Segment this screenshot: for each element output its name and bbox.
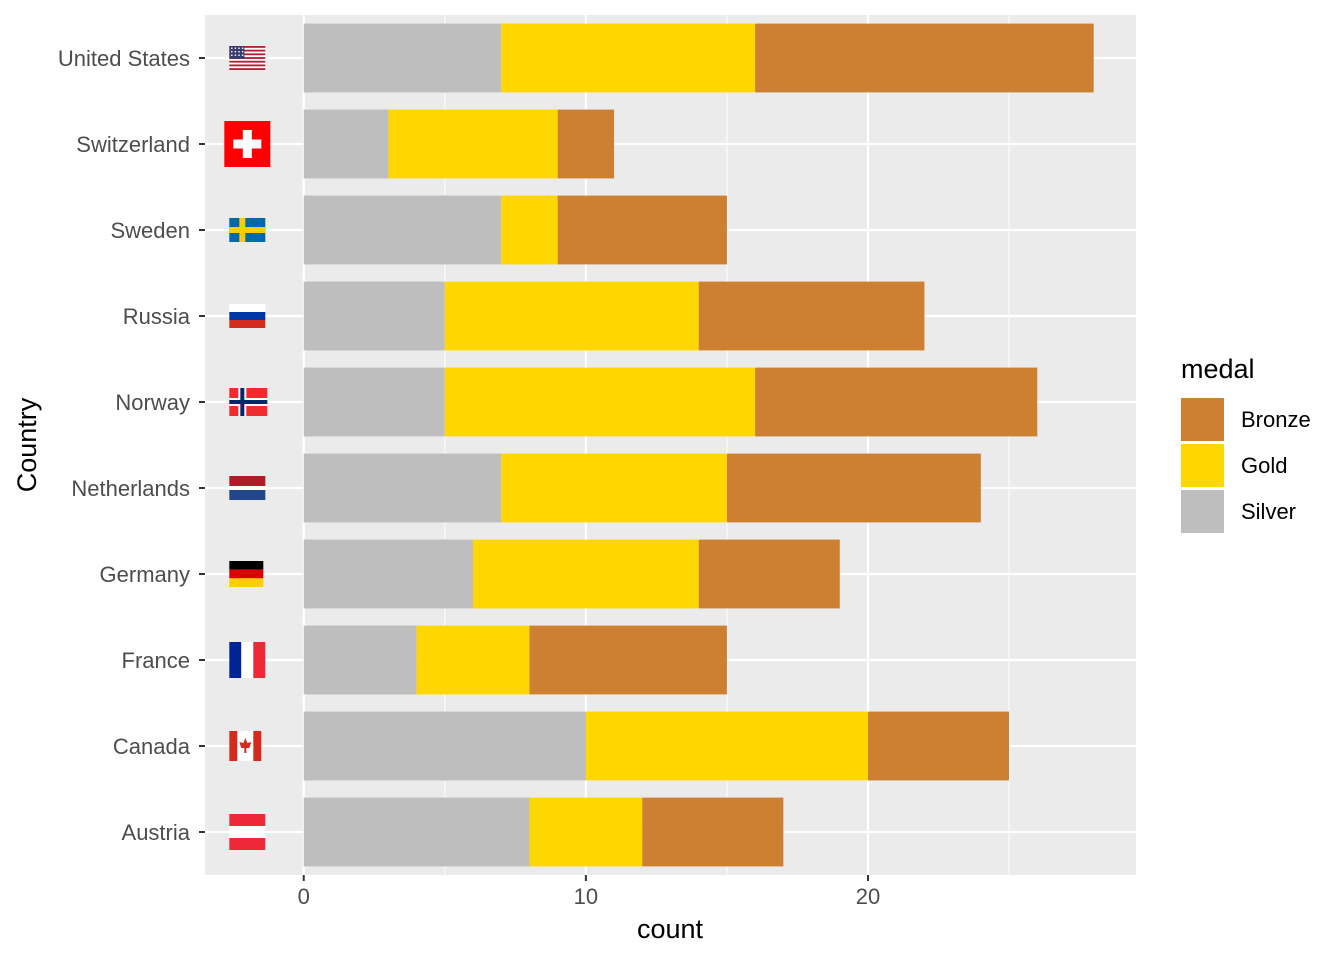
bar-bronze: [867, 711, 1010, 781]
canada-flag-icon: [229, 731, 262, 761]
flags: [224, 46, 271, 850]
legend-entries: Bronze Gold Silver: [1181, 398, 1311, 533]
bar-gold: [444, 367, 756, 437]
bar-silver: [303, 453, 502, 523]
bar-bronze: [642, 797, 784, 867]
legend-key-bronze: [1181, 398, 1224, 441]
austria-flag-icon: [229, 814, 266, 850]
legend: medal Bronze Gold Silver: [1181, 354, 1311, 533]
bar-bronze: [755, 23, 1094, 93]
y-tick-label: Norway: [115, 390, 190, 415]
legend-key-gold: [1181, 444, 1224, 487]
x-tick-label: 10: [574, 884, 598, 909]
bar-silver: [303, 23, 502, 93]
y-tick-label: Germany: [100, 562, 190, 587]
bar-silver: [303, 195, 502, 265]
y-tick-label: Sweden: [110, 218, 190, 243]
bar-silver: [303, 625, 417, 695]
bar-bronze: [726, 453, 981, 523]
bar-gold: [416, 625, 530, 695]
y-axis-title: Country: [12, 397, 42, 492]
bar-silver: [303, 281, 445, 351]
russia-flag-icon: [229, 304, 266, 328]
bar-gold: [501, 453, 727, 523]
bar-silver: [303, 367, 445, 437]
bar-gold: [585, 711, 868, 781]
legend-key-silver: [1181, 490, 1224, 533]
bars: [303, 23, 1094, 867]
y-tick-label: United States: [58, 46, 190, 71]
y-tick-label: France: [122, 648, 190, 673]
x-axis-title: count: [637, 914, 704, 944]
bar-bronze: [698, 539, 840, 609]
us-flag-icon: [229, 46, 266, 70]
x-tick-label: 20: [856, 884, 880, 909]
legend-label: Bronze: [1241, 407, 1311, 432]
bar-silver: [303, 539, 474, 609]
bar-bronze: [698, 281, 925, 351]
y-tick-label: Russia: [123, 304, 191, 329]
bar-gold: [444, 281, 699, 351]
bar-gold: [501, 23, 756, 93]
norway-flag-icon: [229, 388, 268, 416]
y-tick-label: Austria: [122, 820, 191, 845]
y-tick-label: Canada: [113, 734, 191, 759]
x-tick-label: 0: [298, 884, 310, 909]
legend-label: Silver: [1241, 499, 1296, 524]
germany-flag-icon: [229, 561, 264, 587]
y-tick-label: Switzerland: [76, 132, 190, 157]
y-tick-label: Netherlands: [71, 476, 190, 501]
swiss-flag-icon: [224, 121, 271, 167]
legend-title: medal: [1181, 354, 1255, 384]
axes: United States Switzerland Sweden Russia Norw…: [58, 46, 880, 909]
bar-gold: [501, 195, 558, 265]
legend-label: Gold: [1241, 453, 1287, 478]
bar-silver: [303, 797, 530, 867]
france-flag-icon: [229, 642, 266, 678]
netherlands-flag-icon: [229, 476, 266, 500]
sweden-flag-icon: [229, 218, 266, 242]
bar-bronze: [529, 625, 727, 695]
bar-gold: [473, 539, 699, 609]
bar-bronze: [557, 195, 727, 265]
bar-silver: [303, 109, 389, 179]
bar-gold: [529, 797, 643, 867]
bar-silver: [303, 711, 586, 781]
bar-bronze: [557, 109, 615, 179]
bar-gold: [388, 109, 558, 179]
bar-bronze: [755, 367, 1038, 437]
